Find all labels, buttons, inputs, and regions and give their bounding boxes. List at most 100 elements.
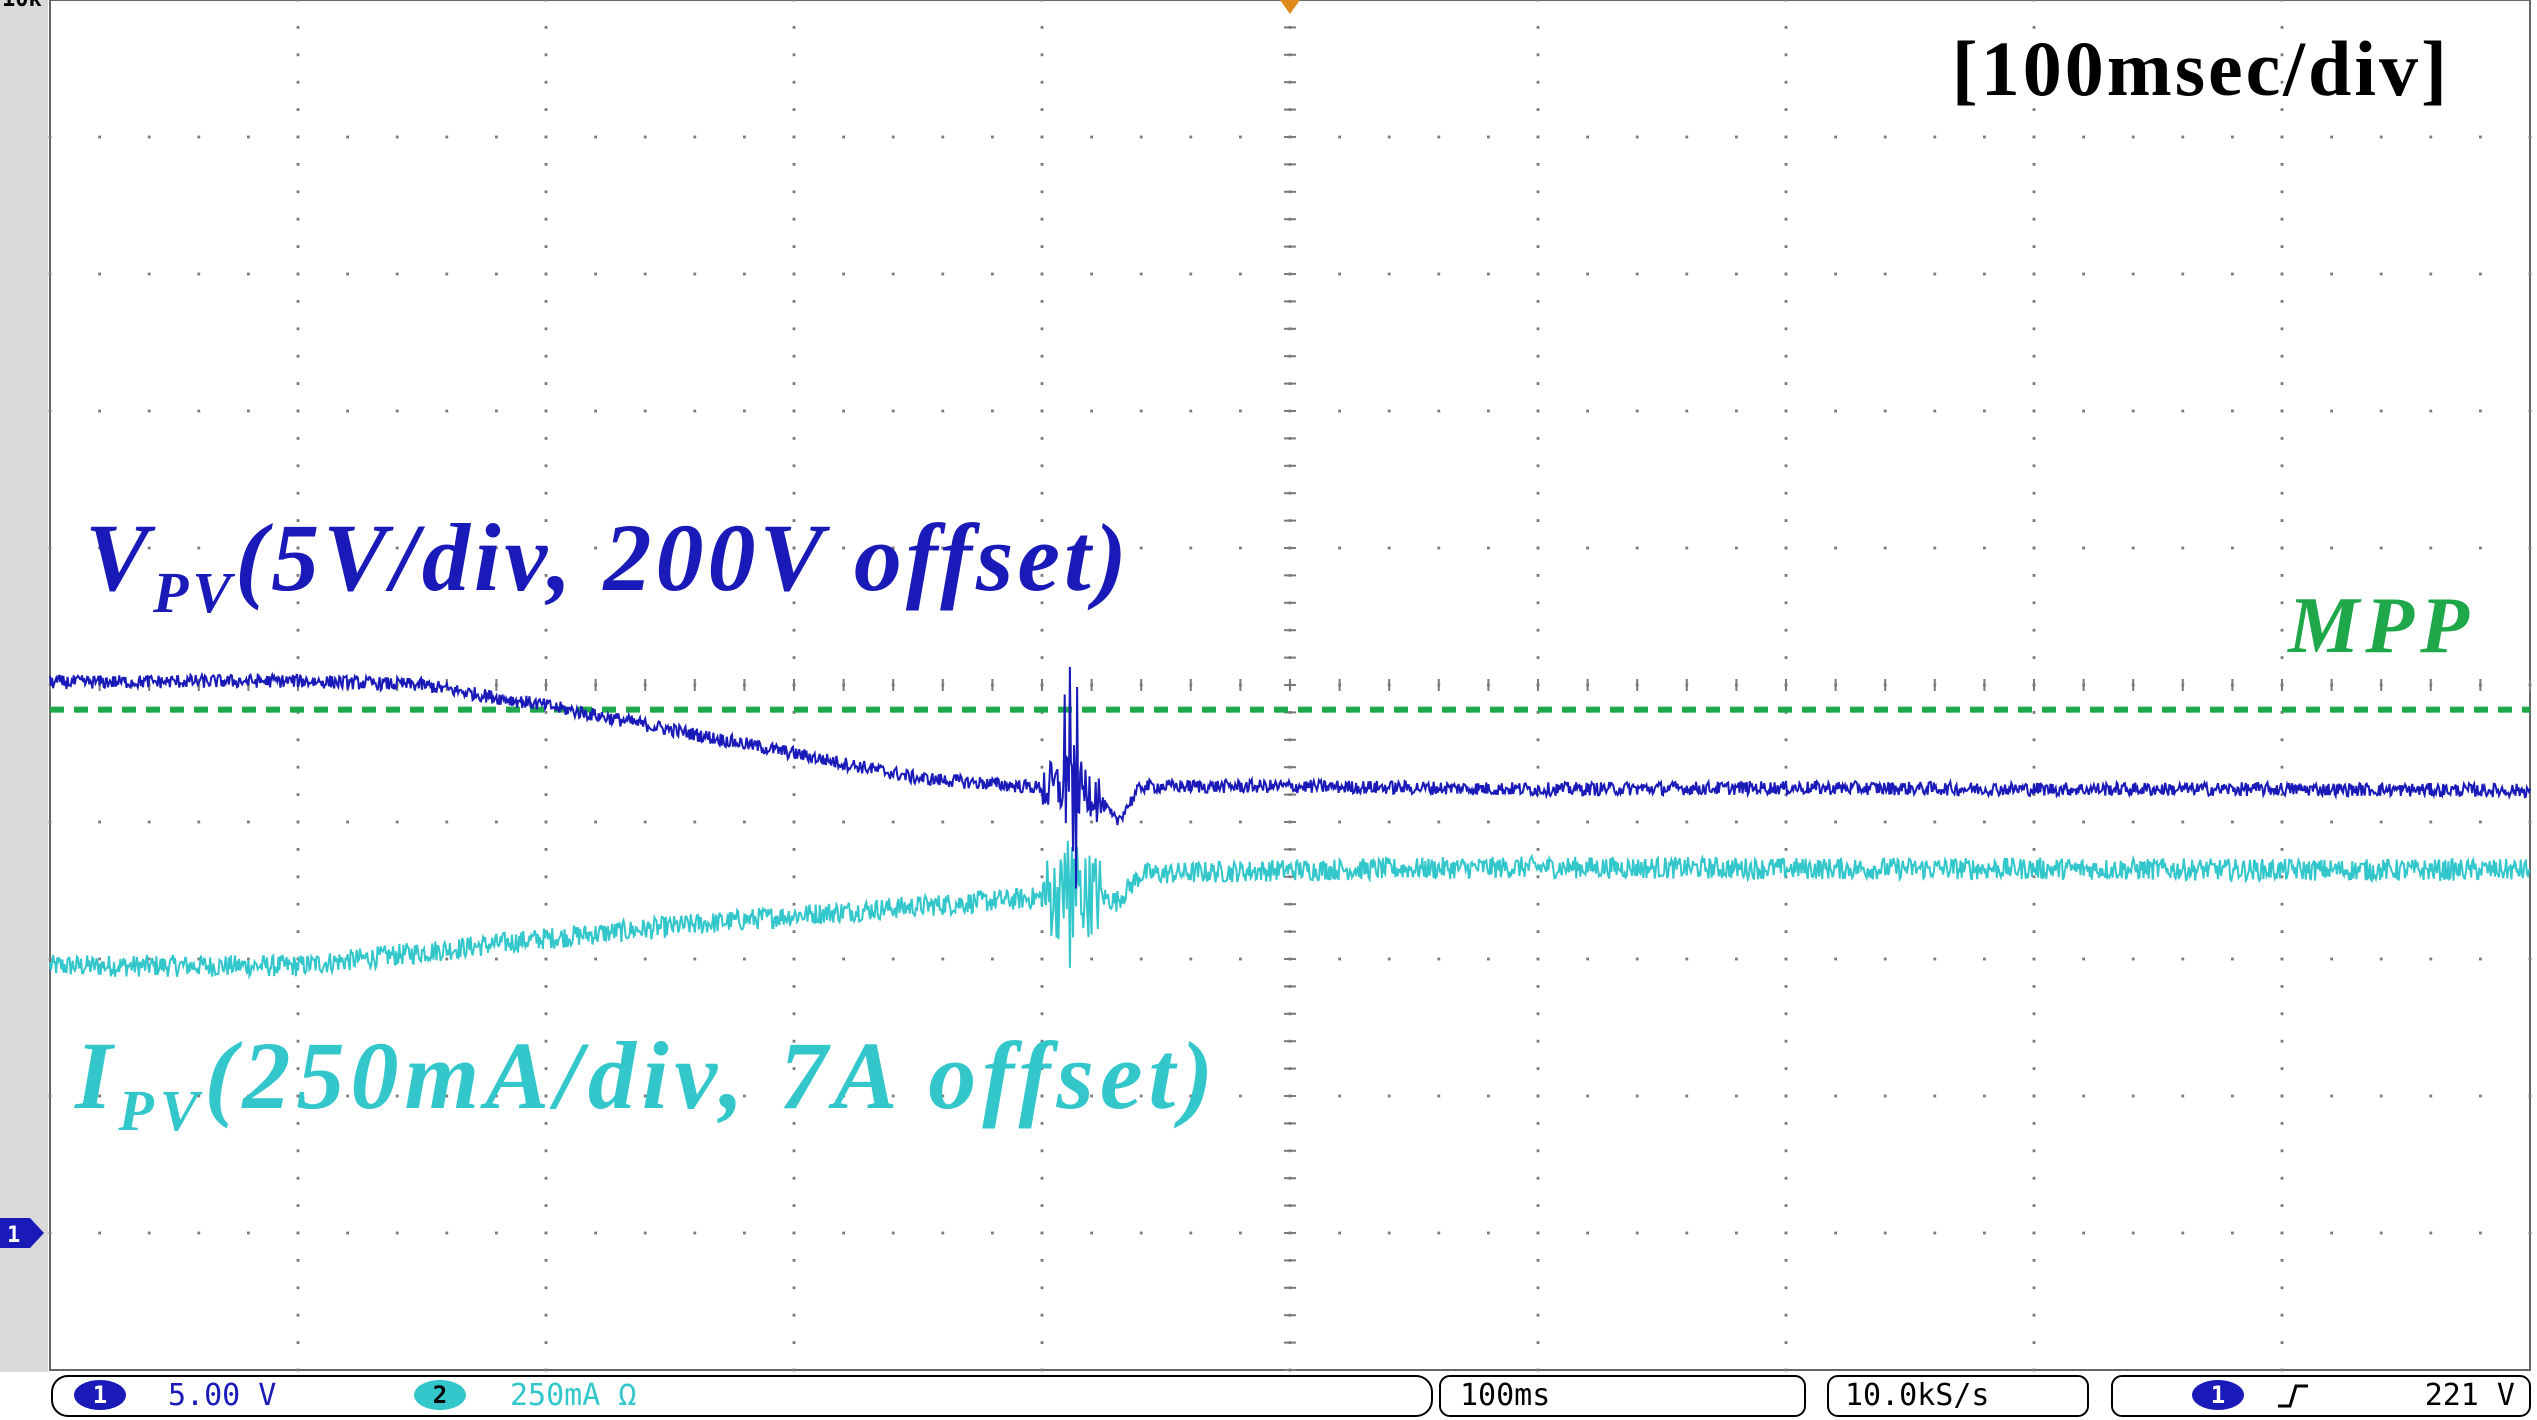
grid-dot: [1784, 272, 1788, 276]
grid-dot: [1040, 1149, 1044, 1153]
grid-dot: [1784, 765, 1788, 769]
grid-dot: [693, 409, 697, 413]
grid-dot: [1536, 519, 1540, 522]
grid-dot: [1536, 765, 1540, 769]
grid-dot: [2032, 765, 2036, 769]
grid-dot: [1040, 628, 1044, 632]
grid-dot: [1536, 1231, 1540, 1235]
grid-dot: [1387, 1231, 1391, 1235]
grid-dot: [544, 985, 548, 988]
grid-dot: [792, 300, 796, 303]
grid-dot: [792, 217, 796, 221]
grid-dot: [2479, 135, 2482, 139]
grid-dot: [2032, 464, 2036, 468]
ch1-scale-readout[interactable]: 1 5.00 V: [51, 1375, 1433, 1417]
grid-dot: [544, 1039, 548, 1043]
grid-dot: [2131, 1094, 2135, 1098]
grid-dot: [2032, 190, 2036, 194]
grid-dot: [296, 1039, 300, 1043]
grid-dot: [2330, 546, 2333, 550]
grid-dot: [1536, 848, 1540, 851]
ch1-ground-marker[interactable]: 1: [0, 1218, 44, 1248]
grid-dot: [2032, 163, 2036, 166]
grid-dot: [544, 300, 548, 303]
grid-dot: [1784, 1122, 1788, 1125]
grid-dot: [2280, 738, 2284, 742]
grid-dot: [1040, 1067, 1044, 1070]
grid-dot: [544, 382, 548, 385]
grid-dot: [1487, 135, 1490, 139]
grid-dot: [743, 820, 746, 824]
grid-dot: [2032, 245, 2036, 248]
grid-dot: [2032, 354, 2036, 358]
grid-dot: [1586, 957, 1589, 961]
grid-dot: [2280, 1313, 2284, 1317]
grid-dot: [792, 656, 796, 659]
grid-dot: [197, 409, 201, 413]
grid-dot: [2032, 793, 2036, 796]
ch1-readout-frame: [51, 1375, 1433, 1417]
grid-dot: [1040, 1341, 1044, 1344]
grid-dot: [296, 1259, 300, 1262]
grid-dot: [247, 1094, 250, 1098]
grid-dot: [1685, 546, 1689, 550]
grid-dot: [1536, 163, 1540, 166]
ipv-label: IPV(250mA/div, 7A offset): [74, 1022, 1219, 1143]
grid-dot: [147, 272, 151, 276]
grid-dot: [1784, 1012, 1788, 1016]
grid-dot: [1040, 245, 1044, 248]
grid-dot: [842, 820, 845, 824]
trigger-readout[interactable]: 1 221 V: [2111, 1375, 2531, 1417]
grid-dot: [48, 957, 52, 961]
grid-dot: [296, 1122, 300, 1125]
grid-dot: [1040, 1176, 1044, 1180]
grid-dot: [792, 409, 796, 413]
grid-dot: [296, 656, 300, 659]
grid-dot: [296, 464, 300, 468]
grid-dot: [1090, 820, 1093, 824]
grid-dot: [1685, 1231, 1689, 1235]
grid-dot: [792, 1094, 796, 1098]
grid-dot: [1536, 190, 1540, 194]
grid-dot: [1139, 546, 1143, 550]
grid-dot: [2280, 0, 2284, 2]
grid-dot: [1983, 1094, 1986, 1098]
grid-dot: [1387, 409, 1391, 413]
grid-dot: [643, 135, 647, 139]
grid-dot: [48, 135, 52, 139]
grid-dot: [247, 546, 250, 550]
grid-dot: [2231, 409, 2234, 413]
grid-dot: [2032, 902, 2036, 906]
grid-dot: [2330, 409, 2333, 413]
grid-dot: [2181, 1094, 2185, 1098]
grid-dot: [792, 53, 796, 57]
grid-dot: [2429, 820, 2433, 824]
grid-dot: [1338, 1094, 1341, 1098]
grid-dot: [1784, 437, 1788, 440]
grid-dot: [643, 820, 647, 824]
grid-dot: [1040, 135, 1044, 139]
grid-dot: [1735, 546, 1738, 550]
grid-dot: [792, 354, 796, 358]
grid-dot: [1437, 272, 1441, 276]
grid-dot: [197, 272, 201, 276]
ch2-scale-readout[interactable]: 2 250mA Ω: [414, 1378, 636, 1413]
grid-dot: [2280, 1094, 2284, 1098]
grid-dot: [1189, 409, 1193, 413]
grid-dot: [2479, 546, 2482, 550]
grid-dot: [544, 1231, 548, 1235]
grid-dot: [544, 738, 548, 742]
grid-dot: [2280, 820, 2284, 824]
grid-dot: [296, 1231, 300, 1235]
grid-dot: [1784, 1231, 1788, 1235]
grid-dot: [2032, 1122, 2036, 1125]
grid-dot: [346, 135, 349, 139]
grid-dot: [1536, 135, 1540, 139]
grid-dot: [296, 930, 300, 933]
sample-rate-readout[interactable]: 10.0kS/s: [1827, 1375, 2089, 1417]
grid-dot: [2280, 1012, 2284, 1016]
grid-dot: [1387, 135, 1391, 139]
grid-dot: [544, 190, 548, 194]
grid-dot: [1040, 1039, 1044, 1043]
timebase-readout[interactable]: 100ms: [1439, 1375, 1806, 1417]
